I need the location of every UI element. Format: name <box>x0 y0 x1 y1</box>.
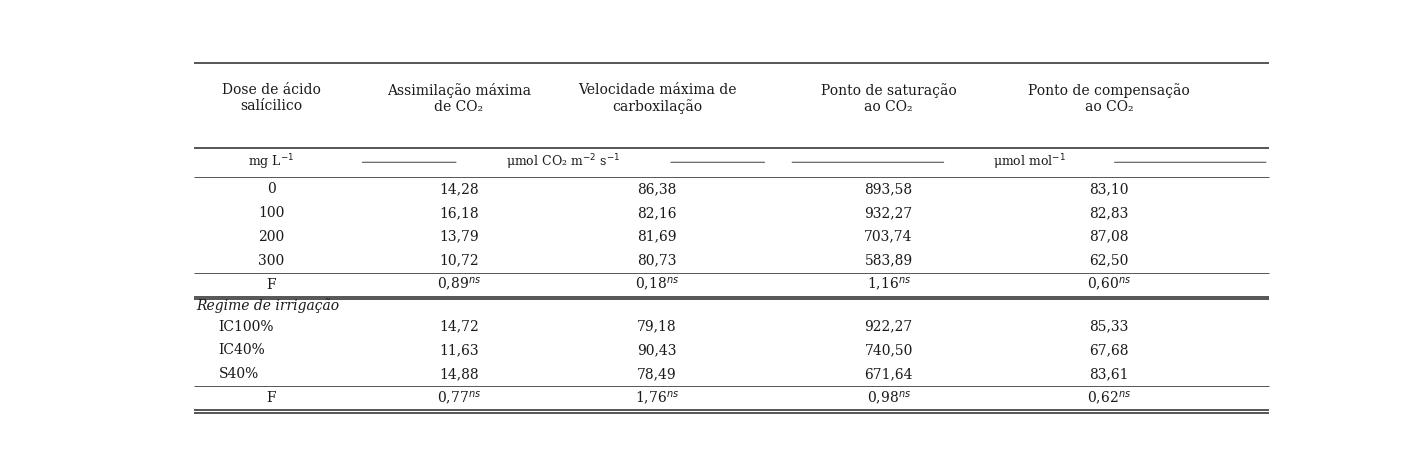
Text: IC40%: IC40% <box>219 343 266 357</box>
Text: 80,73: 80,73 <box>637 254 677 268</box>
Text: 79,18: 79,18 <box>637 320 677 333</box>
Text: 583,89: 583,89 <box>865 254 913 268</box>
Text: μmol mol$^{-1}$: μmol mol$^{-1}$ <box>993 153 1065 172</box>
Text: 62,50: 62,50 <box>1089 254 1129 268</box>
Text: 82,83: 82,83 <box>1089 206 1129 220</box>
Text: 703,74: 703,74 <box>865 230 913 244</box>
Text: 82,16: 82,16 <box>637 206 677 220</box>
Text: F: F <box>266 391 276 405</box>
Text: 16,18: 16,18 <box>439 206 479 220</box>
Text: 1,76$^{ns}$: 1,76$^{ns}$ <box>636 390 680 407</box>
Text: 740,50: 740,50 <box>865 343 913 357</box>
Text: 671,64: 671,64 <box>865 367 913 381</box>
Text: 0,62$^{ns}$: 0,62$^{ns}$ <box>1086 390 1130 407</box>
Text: Regime de irrigação: Regime de irrigação <box>196 298 340 313</box>
Text: 14,28: 14,28 <box>439 182 479 196</box>
Text: 893,58: 893,58 <box>865 182 913 196</box>
Text: Velocidade máxima de
carboxilação: Velocidade máxima de carboxilação <box>577 82 737 114</box>
Text: Assimilação máxima
de CO₂: Assimilação máxima de CO₂ <box>387 83 530 114</box>
Text: 0,89$^{ns}$: 0,89$^{ns}$ <box>437 276 481 293</box>
Text: S40%: S40% <box>219 367 259 381</box>
Text: 1,16$^{ns}$: 1,16$^{ns}$ <box>866 276 910 293</box>
Text: F: F <box>266 278 276 292</box>
Text: 11,63: 11,63 <box>439 343 479 357</box>
Text: 300: 300 <box>259 254 284 268</box>
Text: 922,27: 922,27 <box>865 320 913 333</box>
Text: 90,43: 90,43 <box>637 343 677 357</box>
Text: Dose de ácido
salícilico: Dose de ácido salícilico <box>222 83 321 113</box>
Text: 13,79: 13,79 <box>439 230 479 244</box>
Text: 83,61: 83,61 <box>1089 367 1129 381</box>
Text: 0,77$^{ns}$: 0,77$^{ns}$ <box>437 390 481 407</box>
Text: 100: 100 <box>259 206 284 220</box>
Text: 0,18$^{ns}$: 0,18$^{ns}$ <box>636 276 680 293</box>
Text: IC100%: IC100% <box>219 320 274 333</box>
Text: 78,49: 78,49 <box>637 367 677 381</box>
Text: 0: 0 <box>267 182 276 196</box>
Text: 10,72: 10,72 <box>439 254 479 268</box>
Text: 81,69: 81,69 <box>637 230 677 244</box>
Text: 0,98$^{ns}$: 0,98$^{ns}$ <box>866 390 910 407</box>
Text: Ponto de compensação
ao CO₂: Ponto de compensação ao CO₂ <box>1028 83 1190 114</box>
Text: 14,72: 14,72 <box>439 320 479 333</box>
Text: 932,27: 932,27 <box>865 206 913 220</box>
Text: 87,08: 87,08 <box>1089 230 1129 244</box>
Text: 14,88: 14,88 <box>439 367 479 381</box>
Text: 67,68: 67,68 <box>1089 343 1129 357</box>
Text: mg L$^{-1}$: mg L$^{-1}$ <box>249 153 294 172</box>
Text: Ponto de saturação
ao CO₂: Ponto de saturação ao CO₂ <box>820 83 957 114</box>
Text: μmol CO₂ m$^{-2}$ s$^{-1}$: μmol CO₂ m$^{-2}$ s$^{-1}$ <box>506 153 620 172</box>
Text: 200: 200 <box>259 230 284 244</box>
Text: 83,10: 83,10 <box>1089 182 1129 196</box>
Text: 86,38: 86,38 <box>637 182 677 196</box>
Text: 85,33: 85,33 <box>1089 320 1129 333</box>
Text: 0,60$^{ns}$: 0,60$^{ns}$ <box>1086 276 1130 293</box>
